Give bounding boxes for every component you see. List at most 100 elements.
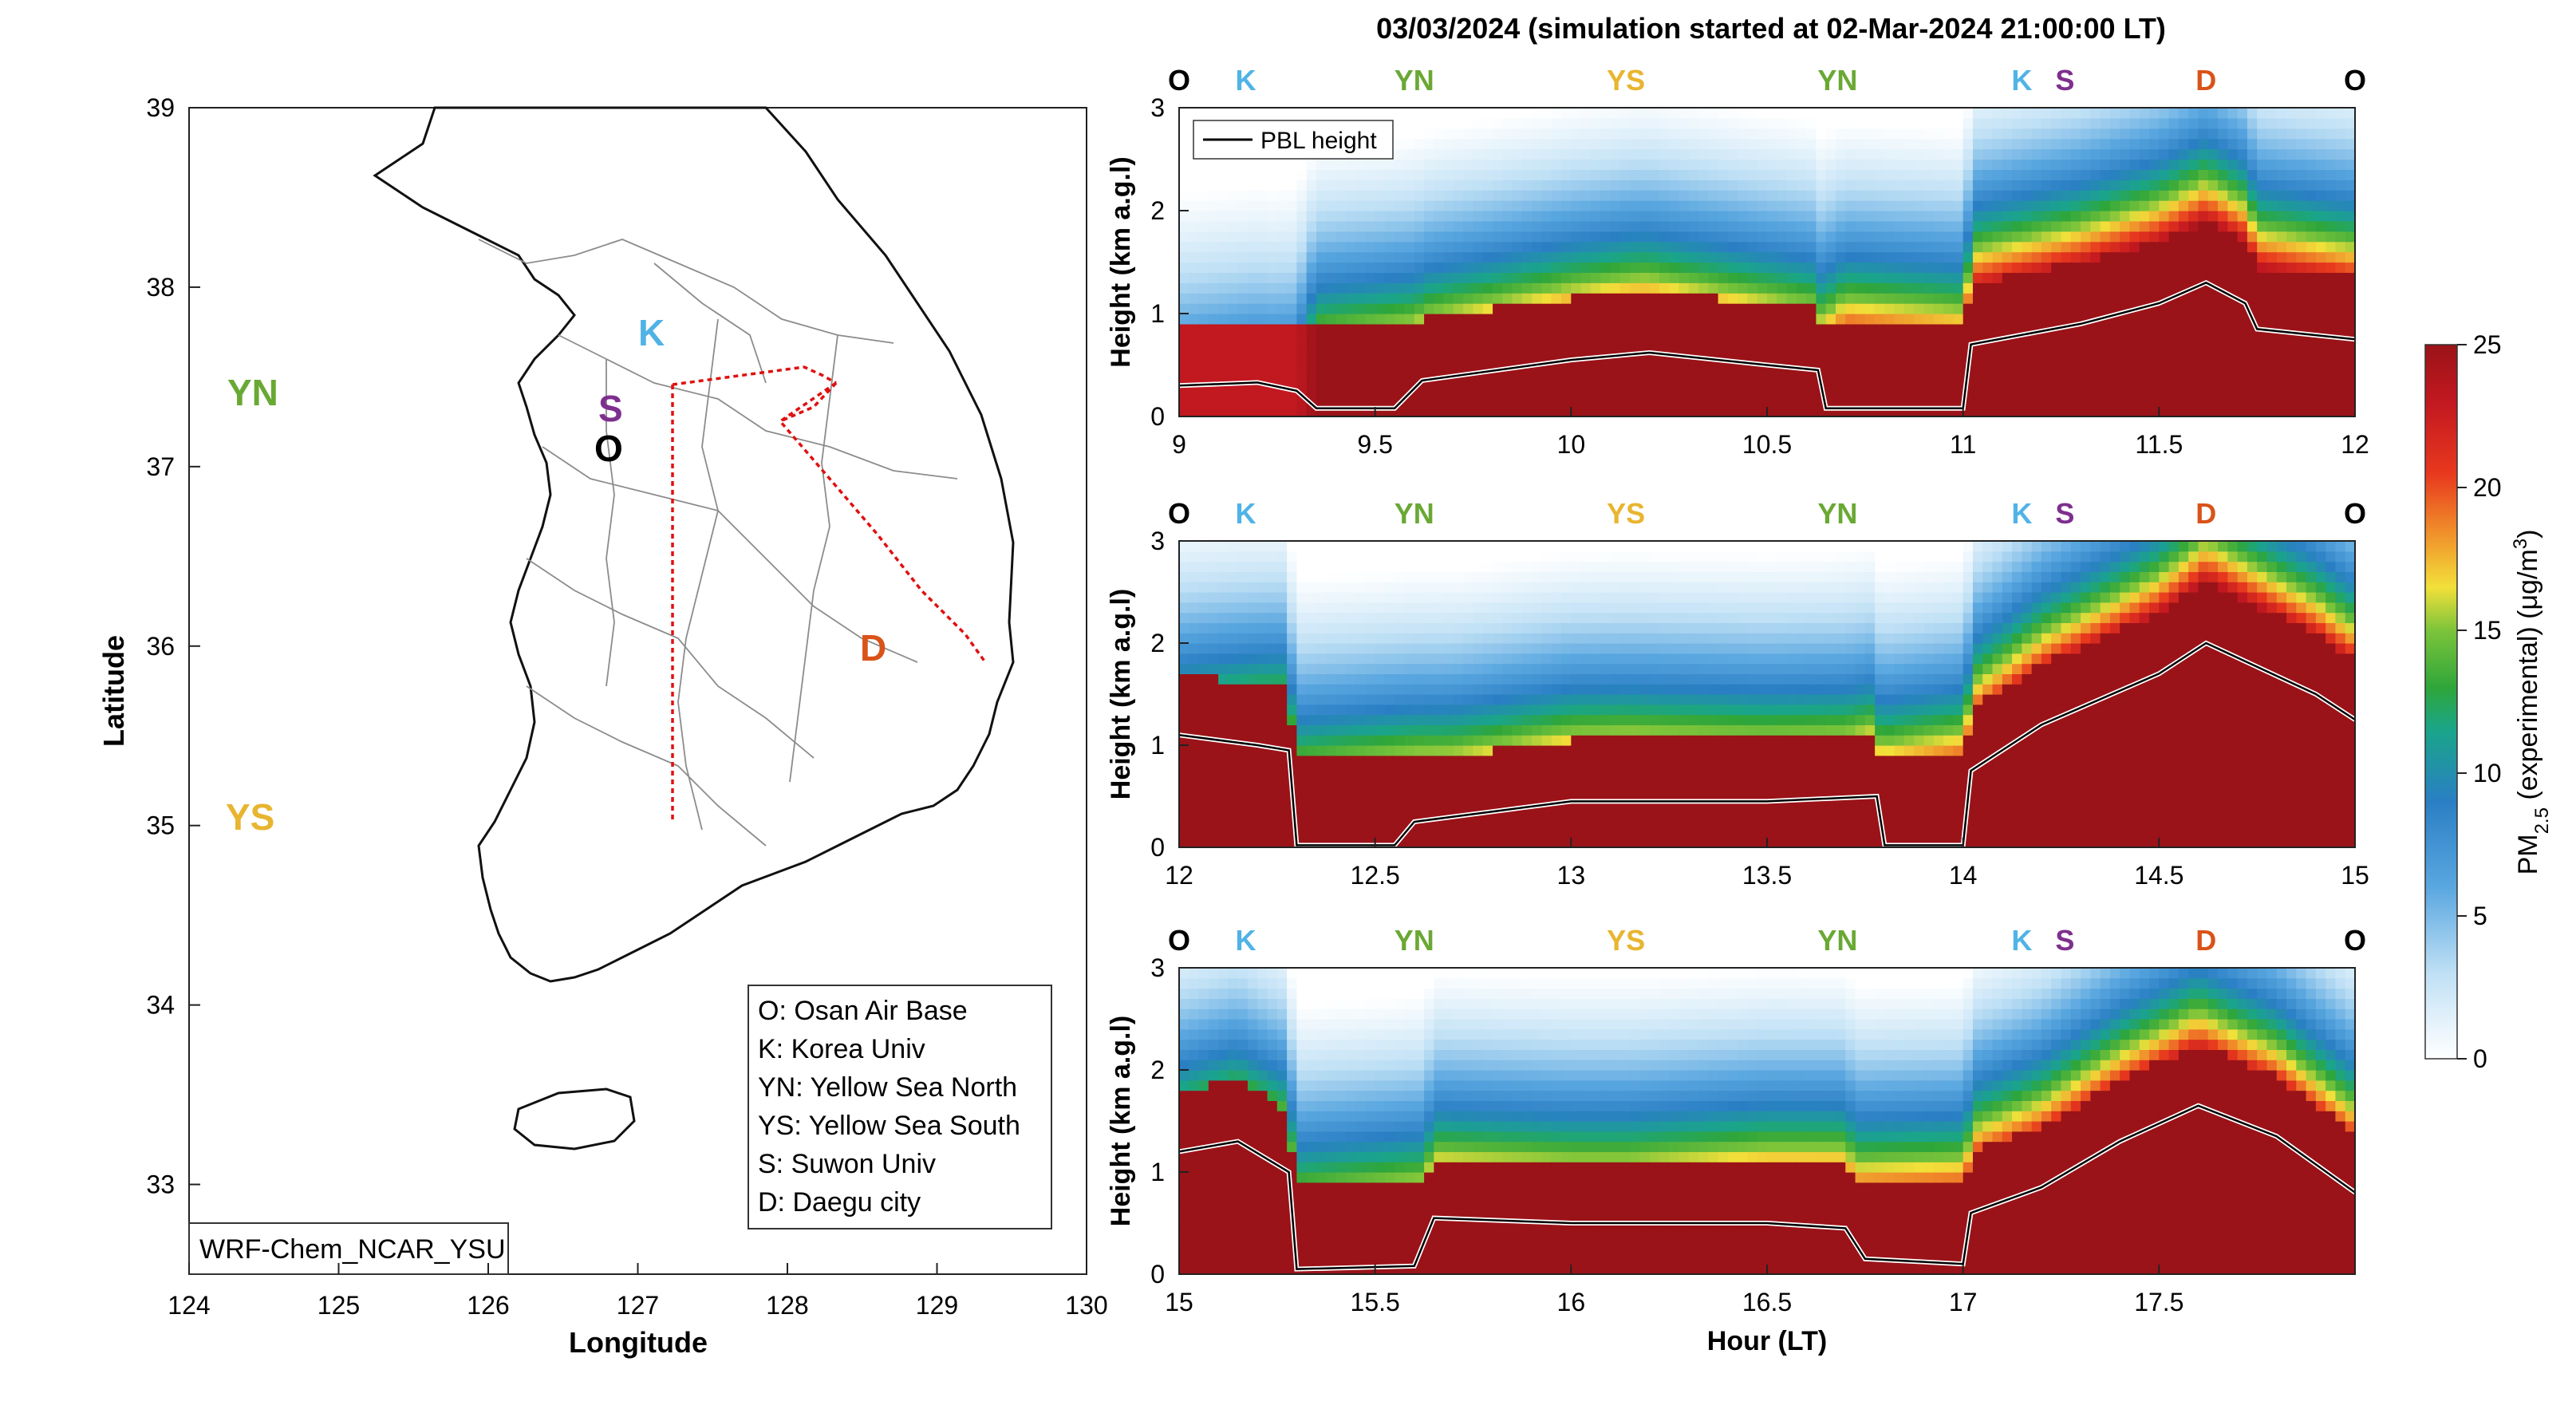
- heatmap-cell: [1424, 571, 1434, 582]
- heatmap-cell: [2315, 282, 2326, 294]
- heatmap-cell: [1296, 561, 1308, 572]
- heatmap-cell: [1551, 755, 1562, 767]
- heatmap-cell: [1512, 592, 1523, 603]
- heatmap-cell: [1757, 128, 1768, 140]
- heatmap-cell: [1972, 303, 1983, 314]
- heatmap-cell: [1355, 190, 1366, 201]
- heatmap-cell: [1257, 406, 1268, 417]
- heatmap-cell: [2002, 365, 2013, 376]
- heatmap-cell: [1453, 159, 1464, 170]
- heatmap-cell: [1590, 200, 1601, 211]
- heatmap-cell: [2266, 314, 2278, 325]
- heatmap-cell: [1502, 303, 1513, 314]
- heatmap-cell: [1375, 354, 1386, 366]
- heatmap-cell: [1551, 211, 1562, 222]
- heatmap-cell: [1659, 251, 1670, 263]
- heatmap-cell: [1414, 314, 1425, 325]
- heatmap-cell: [1688, 148, 1699, 160]
- heatmap-cell: [1296, 806, 1308, 818]
- heatmap-cell: [2061, 344, 2072, 356]
- heatmap-cell: [2109, 334, 2120, 345]
- heatmap-cell: [1237, 786, 1249, 797]
- heatmap-cell: [1493, 684, 1503, 695]
- heatmap-cell: [2129, 211, 2140, 222]
- heatmap-cell: [1786, 406, 1797, 417]
- heatmap-cell: [1208, 334, 1219, 345]
- heatmap-cell: [2090, 138, 2101, 150]
- heatmap-cell: [1237, 776, 1249, 787]
- heatmap-cell: [1384, 582, 1395, 593]
- heatmap-cell: [1875, 365, 1885, 376]
- heatmap-cell: [1179, 303, 1189, 314]
- heatmap-cell: [2129, 354, 2140, 366]
- heatmap-cell: [2296, 314, 2307, 325]
- heatmap-cell: [1316, 375, 1327, 386]
- heatmap-cell: [1551, 561, 1562, 572]
- heatmap-cell: [1551, 323, 1562, 335]
- heatmap-cell: [1767, 314, 1777, 325]
- heatmap-cell: [1571, 694, 1582, 705]
- jeju-island: [513, 1087, 636, 1151]
- heatmap-cell: [1982, 365, 1994, 376]
- heatmap-cell: [1257, 272, 1268, 283]
- site-label-ys: YS: [226, 796, 274, 838]
- heatmap-cell: [2198, 251, 2209, 263]
- heatmap-cell: [1512, 663, 1523, 674]
- heatmap-cell: [1375, 592, 1386, 603]
- heatmap-cell: [1561, 385, 1572, 397]
- heatmap-cell: [2139, 211, 2150, 222]
- heatmap-cell: [1463, 612, 1474, 623]
- heatmap-cell: [1639, 272, 1651, 283]
- panel-xtick-label: 12: [2341, 430, 2369, 459]
- heatmap-cell: [1502, 735, 1513, 746]
- heatmap-cell: [1923, 211, 1935, 222]
- heatmap-cell: [1914, 190, 1925, 201]
- heatmap-cell: [1257, 694, 1268, 705]
- heatmap-cell: [2159, 272, 2170, 283]
- heatmap-cell: [1580, 148, 1592, 160]
- heatmap-cell: [1218, 694, 1229, 705]
- heatmap-cell: [2188, 385, 2199, 397]
- heatmap-cell: [1590, 117, 1601, 129]
- heatmap-cell: [1463, 303, 1474, 314]
- heatmap-cell: [1532, 365, 1543, 376]
- heatmap-cell: [1384, 714, 1395, 725]
- heatmap-cell: [2227, 282, 2239, 294]
- heatmap-cell: [1473, 117, 1484, 129]
- map-xtick-label: 127: [617, 1291, 659, 1320]
- heatmap-cell: [1502, 334, 1513, 345]
- heatmap-cell: [1757, 303, 1768, 314]
- heatmap-cell: [1404, 633, 1415, 644]
- heatmap-cell: [1541, 262, 1552, 273]
- heatmap-cell: [1326, 190, 1337, 201]
- heatmap-cell: [1345, 694, 1356, 705]
- heatmap-cell: [1189, 314, 1200, 325]
- heatmap-cell: [2109, 180, 2120, 191]
- heatmap-cell: [2070, 241, 2081, 253]
- heatmap-cell: [1512, 745, 1523, 756]
- heatmap-cell: [2296, 365, 2307, 376]
- heatmap-cell: [2120, 200, 2131, 211]
- heatmap-cell: [1963, 108, 1974, 119]
- heatmap-cell: [1375, 159, 1386, 170]
- heatmap-cell: [1463, 755, 1474, 767]
- heatmap-cell: [1395, 251, 1406, 263]
- heatmap-cell: [1453, 694, 1464, 705]
- heatmap-cell: [2041, 354, 2052, 366]
- heatmap-cell: [1551, 714, 1562, 725]
- heatmap-cell: [1982, 200, 1994, 211]
- heatmap-cell: [1316, 796, 1327, 807]
- heatmap-cell: [2051, 303, 2062, 314]
- heatmap-cell: [2109, 159, 2120, 170]
- heatmap-cell: [1551, 724, 1562, 736]
- heatmap-cell: [1953, 148, 1964, 160]
- heatmap-cell: [1914, 159, 1925, 170]
- heatmap-cell: [1590, 385, 1601, 397]
- heatmap-cell: [1561, 117, 1572, 129]
- heatmap-cell: [1335, 220, 1347, 232]
- heatmap-cell: [1287, 354, 1297, 366]
- heatmap-cell: [2207, 323, 2219, 335]
- heatmap-cell: [1434, 735, 1445, 746]
- heatmap-cell: [1757, 323, 1768, 335]
- heatmap-cell: [1777, 159, 1788, 170]
